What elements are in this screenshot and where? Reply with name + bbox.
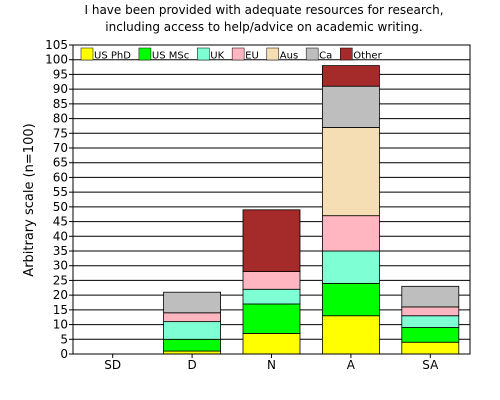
bar-segment bbox=[321, 250, 380, 284]
x-tick-label: SA bbox=[422, 358, 439, 372]
legend-label: US MSc bbox=[152, 51, 189, 62]
x-tick-label: A bbox=[347, 358, 356, 372]
x-tick-label: D bbox=[187, 358, 196, 372]
legend-swatch bbox=[138, 47, 152, 61]
legend-label: Ca bbox=[319, 51, 332, 62]
bars bbox=[163, 65, 460, 355]
y-tick-label: 95 bbox=[53, 67, 68, 81]
chart-title: I have been provided with adequate resou… bbox=[84, 3, 443, 34]
legend-label: UK bbox=[210, 51, 224, 62]
legend-label: Other bbox=[353, 51, 382, 62]
x-tick-labels: SD D N A SA bbox=[104, 354, 439, 372]
x-tick-label: N bbox=[267, 358, 276, 372]
bar-segment bbox=[401, 341, 460, 355]
y-tick-label: 100 bbox=[45, 53, 68, 67]
y-tick-label: 15 bbox=[53, 303, 68, 317]
bar-segment bbox=[242, 288, 301, 305]
legend-swatch bbox=[80, 47, 94, 61]
y-tick-label: 70 bbox=[53, 141, 68, 155]
legend-swatch bbox=[266, 47, 280, 61]
y-tick-label: 20 bbox=[53, 288, 68, 302]
bar-segment bbox=[401, 285, 460, 308]
bar-segment bbox=[242, 271, 301, 290]
x-tick-label: SD bbox=[104, 358, 121, 372]
bar-segment bbox=[242, 332, 301, 355]
bar-segment bbox=[163, 291, 222, 314]
y-tick-label: 30 bbox=[53, 259, 68, 273]
y-tick-label: 45 bbox=[53, 215, 68, 229]
bar-segment bbox=[401, 327, 460, 343]
bar-segment bbox=[321, 282, 380, 317]
bar-segment bbox=[163, 312, 222, 323]
y-tick-label: 75 bbox=[53, 126, 68, 140]
y-tick-label: 40 bbox=[53, 229, 68, 243]
y-tick-label: 105 bbox=[45, 38, 68, 52]
bar-segment bbox=[321, 127, 380, 217]
bar-segment bbox=[163, 321, 222, 340]
y-tick-label: 10 bbox=[53, 318, 68, 332]
bar-segment bbox=[401, 315, 460, 328]
legend-swatch bbox=[305, 47, 319, 61]
legend-swatch bbox=[231, 47, 245, 61]
bar-segment bbox=[321, 65, 380, 87]
y-tick-label: 80 bbox=[53, 112, 68, 126]
bar-segment bbox=[163, 338, 222, 352]
y-tick-label: 25 bbox=[53, 273, 68, 287]
legend-label: Aus bbox=[280, 51, 298, 62]
bar-segment bbox=[321, 315, 380, 355]
y-tick-label: 55 bbox=[53, 185, 68, 199]
y-tick-label: 90 bbox=[53, 82, 68, 96]
legend-swatch bbox=[340, 47, 353, 61]
y-tick-label: 5 bbox=[60, 332, 68, 346]
bar-segment bbox=[321, 215, 380, 252]
chart-title-line-2: including access to help/advice on acade… bbox=[105, 20, 422, 34]
y-tick-label: 60 bbox=[53, 170, 68, 184]
chart-title-line-1: I have been provided with adequate resou… bbox=[84, 3, 443, 17]
legend-swatch bbox=[197, 47, 210, 61]
y-tick-label: 85 bbox=[53, 97, 68, 111]
legend-label: EU bbox=[245, 51, 259, 62]
y-tick-label: 65 bbox=[53, 156, 68, 170]
y-axis-label: Arbitrary scale (n=100) bbox=[22, 123, 37, 276]
bar-segment bbox=[401, 306, 460, 317]
legend-label: US PhD bbox=[94, 51, 131, 62]
y-tick-label: 35 bbox=[53, 244, 68, 258]
legend: US PhD US MSc UK EU Aus Ca Other bbox=[80, 47, 383, 62]
bar-segment bbox=[242, 209, 301, 273]
bar-segment bbox=[242, 303, 301, 334]
y-tick-label: 0 bbox=[60, 347, 68, 361]
bar-segment bbox=[321, 85, 380, 128]
plot-frame bbox=[72, 44, 471, 355]
y-tick-labels: 0510152025303540455055606570758085909510… bbox=[45, 38, 73, 361]
y-tick-label: 50 bbox=[53, 200, 68, 214]
